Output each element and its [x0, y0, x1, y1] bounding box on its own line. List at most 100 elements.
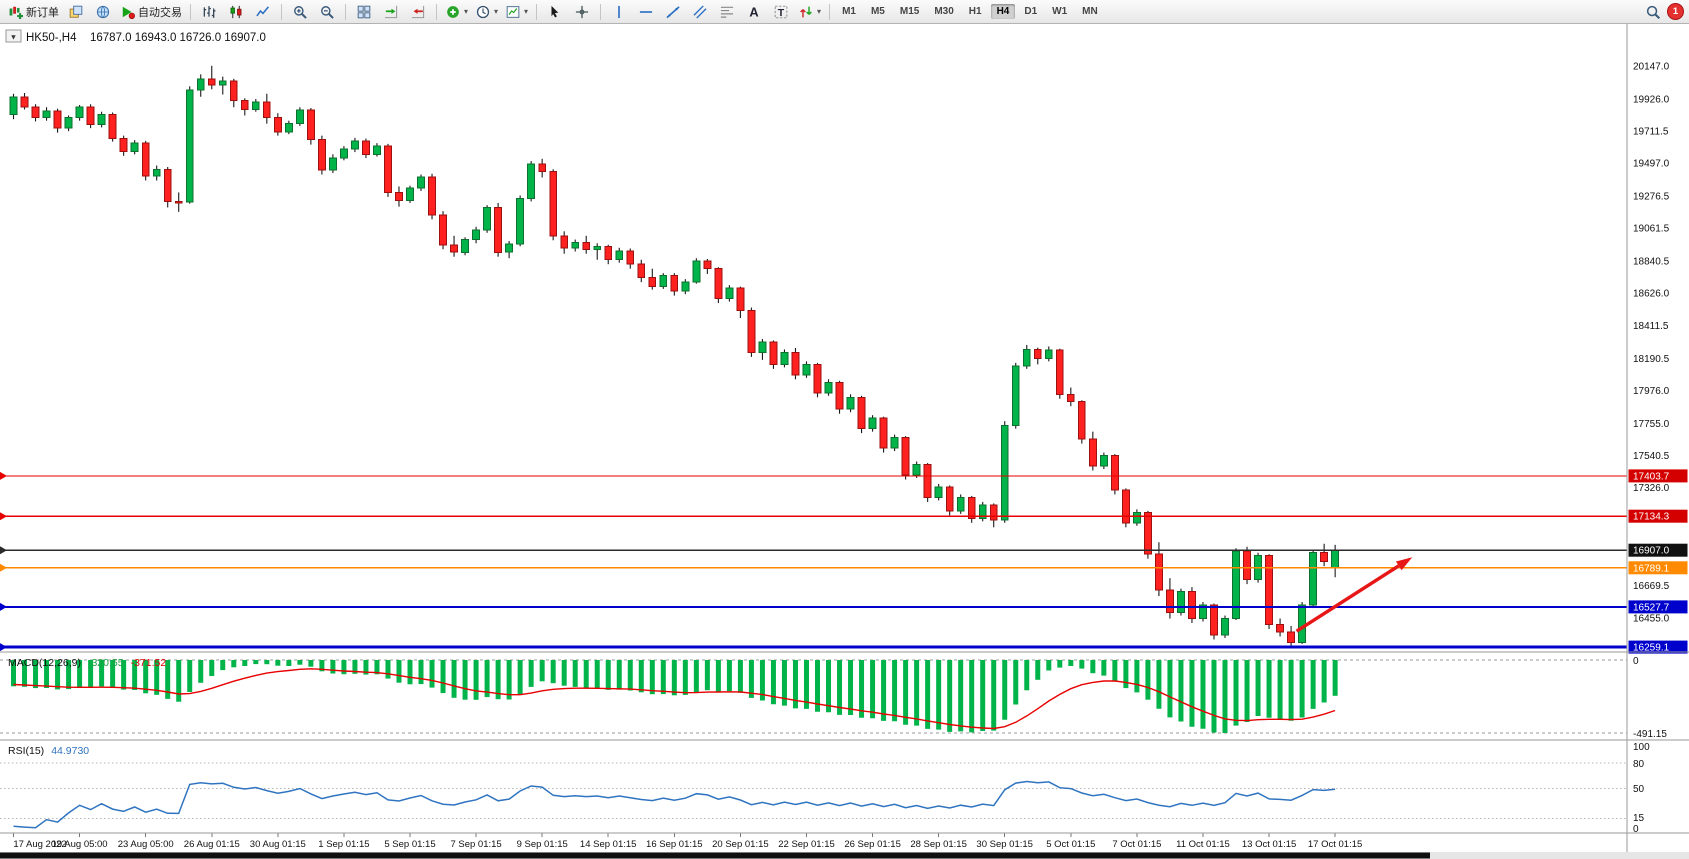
shift-icon	[411, 4, 426, 19]
time-axis-label: 5 Sep 01:15	[384, 839, 435, 850]
candle	[516, 197, 525, 245]
price-axis-label: 18840.5	[1633, 257, 1670, 268]
candle	[1033, 348, 1042, 359]
channel-icon	[693, 4, 708, 19]
bar-chart-button[interactable]	[196, 2, 222, 22]
time-axis-label: 17 Oct 01:15	[1308, 839, 1362, 850]
candle	[571, 242, 580, 249]
candlestick-chart-button[interactable]	[223, 2, 249, 22]
candle	[1000, 425, 1009, 521]
candle	[439, 214, 447, 246]
search-icon	[1646, 4, 1661, 19]
horizontal-line-button[interactable]	[633, 2, 659, 22]
timeframe-m1[interactable]: M1	[842, 6, 856, 17]
arrows-button[interactable]: ▾	[795, 2, 824, 22]
price-badge-16259.1	[1628, 640, 1688, 654]
trendline-button[interactable]	[660, 2, 686, 22]
candle	[1243, 550, 1251, 581]
scrollbar-thumb[interactable]	[0, 852, 1430, 859]
notification-badge[interactable]: 1	[1667, 3, 1684, 20]
candle	[1166, 589, 1174, 614]
candle	[582, 242, 591, 250]
time-axis-label: 19 Aug 05:00	[52, 839, 108, 850]
timeframe-m15[interactable]: M15	[899, 6, 920, 17]
time-axis-label: 22 Sep 01:15	[778, 839, 835, 850]
chevron-down-icon: ▾	[524, 7, 529, 16]
indicators-button[interactable]: ▾	[442, 2, 471, 22]
auto-scroll-button[interactable]	[378, 2, 404, 22]
search-button[interactable]	[1640, 2, 1666, 22]
candle	[152, 168, 161, 177]
vertical-line-button[interactable]	[606, 2, 632, 22]
auto-trading-button-label: 自动交易	[138, 6, 182, 19]
charts-button[interactable]	[63, 2, 89, 22]
text-button[interactable]: A	[741, 2, 767, 22]
candle	[945, 486, 954, 512]
linechart-icon	[256, 4, 271, 19]
price-axis-label: 17326.0	[1633, 483, 1670, 494]
equidistant-channel-button[interactable]	[687, 2, 713, 22]
price-axis-label: 17976.0	[1633, 386, 1670, 397]
timeframe-d1[interactable]: D1	[1024, 6, 1038, 17]
candle	[846, 396, 855, 410]
time-axis-label: 30 Aug 01:15	[250, 839, 306, 850]
trend-arrow[interactable]	[1295, 564, 1400, 633]
zoom-out-button[interactable]	[314, 2, 340, 22]
chart-shift-button[interactable]	[405, 2, 431, 22]
crosshair-icon	[575, 4, 590, 19]
price-axis-label: 16669.5	[1633, 581, 1670, 592]
timeframe-m30[interactable]: M30	[934, 6, 954, 17]
zoom-out-icon	[320, 4, 335, 19]
crosshair-button[interactable]	[569, 2, 595, 22]
templates-button[interactable]: ▾	[502, 2, 531, 22]
fibonacci-button[interactable]	[714, 2, 740, 22]
candle	[251, 101, 260, 110]
macd-axis-zero-label: 0	[1633, 656, 1639, 667]
candle	[163, 168, 172, 202]
timeframe-h4[interactable]: H4	[990, 4, 1016, 19]
candle	[813, 363, 822, 394]
candle	[824, 381, 833, 394]
timeframe-h1[interactable]: H1	[968, 6, 982, 17]
zoom-in-button[interactable]	[287, 2, 313, 22]
time-axis-label: 14 Sep 01:15	[580, 839, 637, 850]
timeframe-w1[interactable]: W1	[1052, 6, 1068, 17]
line-left-marker	[0, 643, 7, 652]
candle	[229, 80, 238, 101]
price-axis-label: 19711.5	[1633, 126, 1669, 137]
one-click-trading-toggle[interactable]: ▼	[5, 29, 22, 43]
timeframe-m5[interactable]: M5	[870, 6, 885, 17]
candle	[141, 142, 150, 177]
tile-windows-button[interactable]	[351, 2, 377, 22]
candle	[912, 464, 921, 476]
line-left-marker	[0, 471, 7, 480]
market-watch-button[interactable]	[90, 2, 116, 22]
candle	[1143, 511, 1152, 555]
rsi-axis-80: 80	[1633, 759, 1645, 770]
line-chart-button[interactable]	[250, 2, 276, 22]
candle	[692, 260, 701, 283]
timeframe-mn[interactable]: MN	[1082, 6, 1098, 17]
time-axis-label: 1 Sep 01:15	[318, 839, 369, 850]
candle	[9, 96, 18, 116]
candle	[967, 496, 976, 519]
candle	[791, 351, 800, 376]
candle	[483, 206, 492, 231]
label-button[interactable]: T	[768, 2, 794, 22]
candle	[395, 191, 403, 202]
candle	[1298, 604, 1307, 643]
line-left-marker	[0, 512, 7, 521]
candle	[978, 504, 987, 519]
text-a-icon: A	[747, 4, 762, 19]
time-axis-label: 9 Sep 01:15	[517, 839, 568, 850]
cursor-button[interactable]	[542, 2, 568, 22]
rsi-name: RSI(15)	[8, 745, 44, 757]
candle	[879, 417, 888, 449]
candles-icon	[229, 4, 244, 19]
periods-button[interactable]: ▾	[472, 2, 501, 22]
text-t-icon: T	[774, 4, 789, 19]
candle	[934, 486, 943, 498]
candle	[923, 464, 932, 498]
new-order-button[interactable]: 新订单	[5, 2, 62, 22]
auto-trading-button[interactable]: 自动交易	[117, 2, 185, 22]
